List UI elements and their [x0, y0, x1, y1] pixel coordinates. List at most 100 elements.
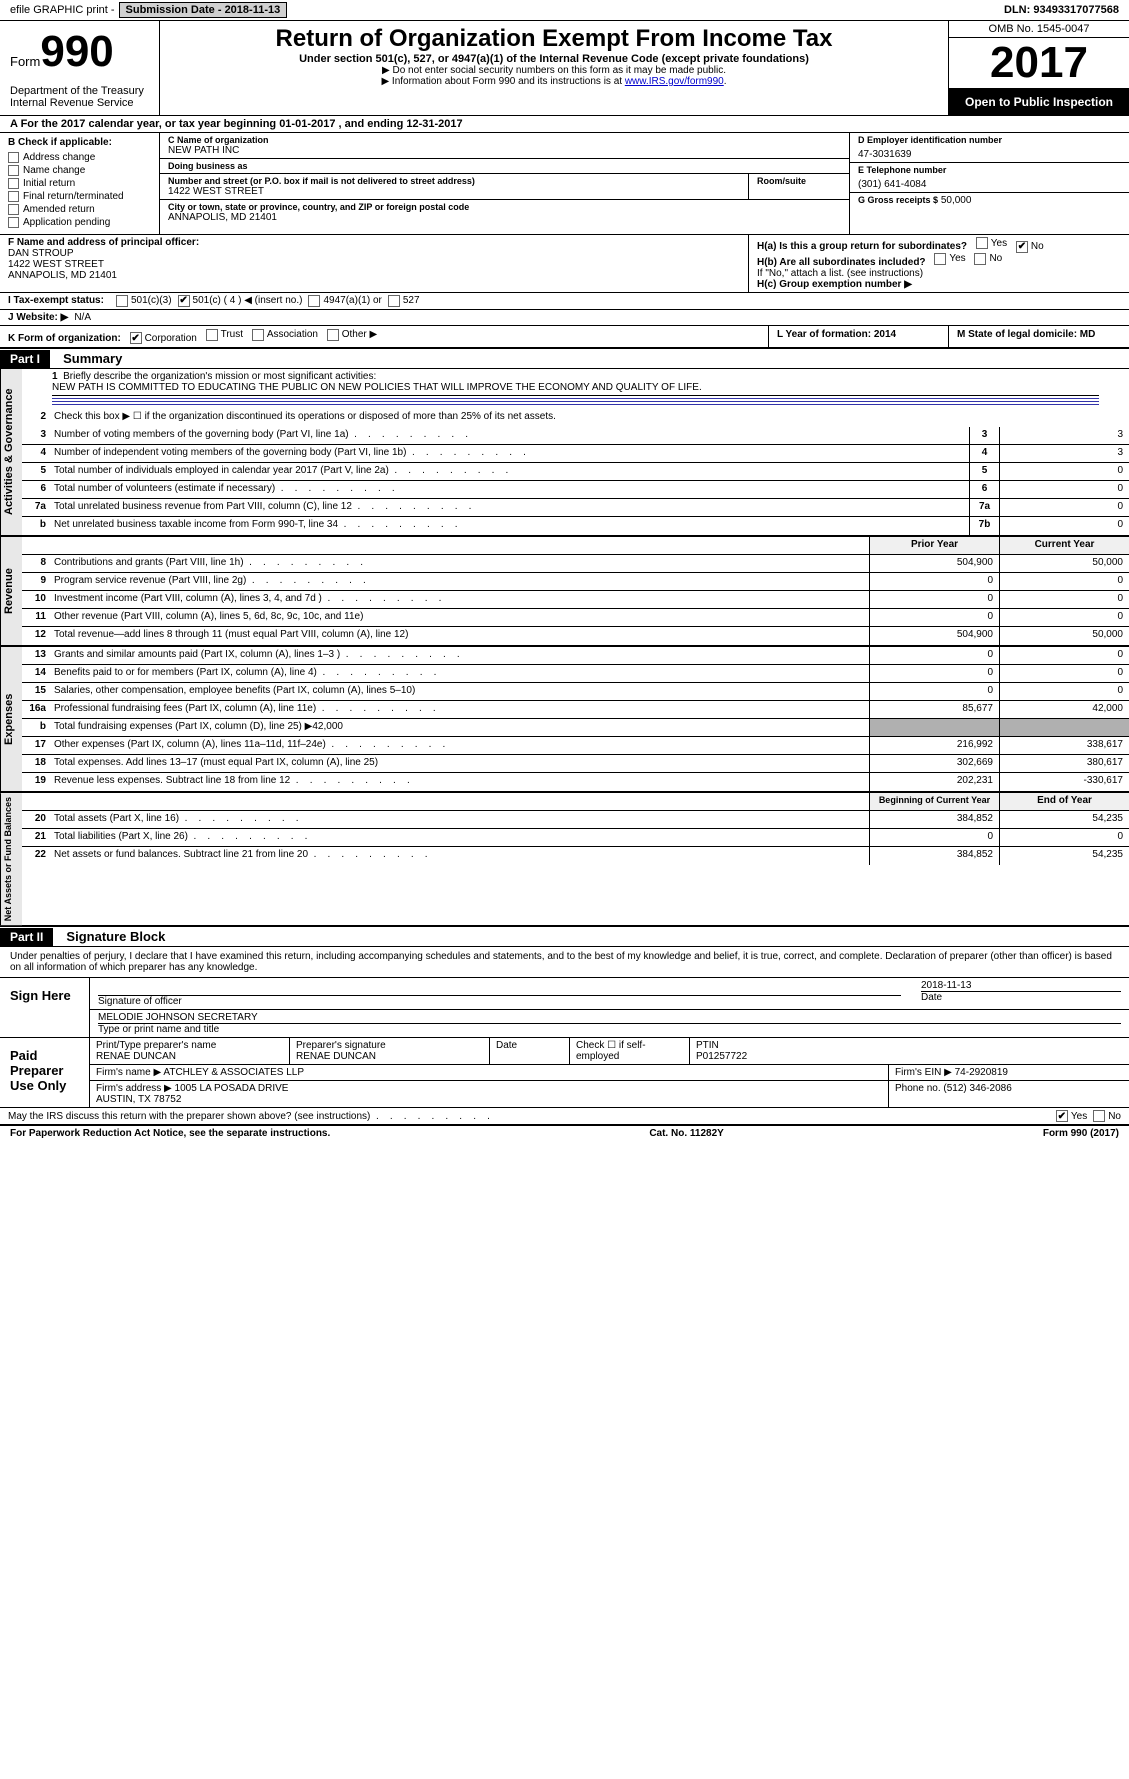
paid-preparer-label: Paid Preparer Use Only — [0, 1038, 90, 1107]
box-c-name: C Name of organization NEW PATH INC — [160, 133, 849, 159]
prep-name-label: Print/Type preparer's name — [96, 1040, 283, 1051]
box-c-address-row: Number and street (or P.O. box if mail i… — [160, 174, 849, 200]
firm-phone: (512) 346-2086 — [943, 1083, 1011, 1094]
prep-sig-label: Preparer's signature — [296, 1040, 483, 1051]
cb-address-change[interactable] — [8, 152, 19, 163]
type-title-label: Type or print name and title — [98, 1024, 1121, 1035]
vtab-rev: Revenue — [0, 537, 22, 645]
line-3: Number of voting members of the governin… — [50, 427, 969, 444]
part2-title: Signature Block — [56, 927, 175, 946]
hb-yes[interactable] — [934, 253, 946, 265]
box-h: H(a) Is this a group return for subordin… — [749, 235, 1129, 292]
ha-no[interactable]: ✔ — [1016, 241, 1028, 253]
entity-grid: B Check if applicable: Address change Na… — [0, 133, 1129, 235]
form-number: Form990 — [10, 27, 149, 77]
row-i-tax-exempt: I Tax-exempt status: 501(c)(3) ✔501(c) (… — [0, 293, 1129, 310]
cb-final-return[interactable] — [8, 191, 19, 202]
ha-label: H(a) Is this a group return for subordin… — [757, 241, 967, 252]
line-22: Net assets or fund balances. Subtract li… — [50, 847, 869, 865]
box-f-officer: F Name and address of principal officer:… — [0, 235, 749, 292]
page-footer: For Paperwork Reduction Act Notice, see … — [0, 1125, 1129, 1141]
line-12: Total revenue—add lines 8 through 11 (mu… — [50, 627, 869, 645]
ha-yes[interactable] — [976, 237, 988, 249]
line-4: Number of independent voting members of … — [50, 445, 969, 462]
line-5: Total number of individuals employed in … — [50, 463, 969, 480]
part1-header-row: Part I Summary — [0, 349, 1129, 369]
form990-link[interactable]: www.IRS.gov/form990 — [625, 76, 724, 87]
cb-name-change[interactable] — [8, 165, 19, 176]
self-employed-check[interactable]: Check ☐ if self-employed — [570, 1038, 690, 1064]
cb-trust[interactable] — [206, 329, 218, 341]
firm-name-label: Firm's name ▶ — [96, 1067, 161, 1078]
form-header: Form990 Department of the Treasury Inter… — [0, 21, 1129, 116]
sig-date-label: Date — [921, 992, 1121, 1003]
prep-name: RENAE DUNCAN — [96, 1051, 283, 1062]
firm-phone-label: Phone no. — [895, 1083, 941, 1094]
part2-header-row: Part II Signature Block — [0, 927, 1129, 947]
sig-date-value: 2018-11-13 — [921, 980, 1121, 992]
cb-corp[interactable]: ✔ — [130, 332, 142, 344]
hdr-prior: Prior Year — [869, 537, 999, 554]
top-bar: efile GRAPHIC print - Submission Date - … — [0, 0, 1129, 21]
line-17: Other expenses (Part IX, column (A), lin… — [50, 737, 869, 754]
line-9: Program service revenue (Part VIII, line… — [50, 573, 869, 590]
perjury-text: Under penalties of perjury, I declare th… — [0, 947, 1129, 978]
submission-date-btn[interactable]: Submission Date - 2018-11-13 — [119, 2, 288, 18]
officer-signature-line[interactable] — [98, 980, 901, 996]
signature-block: Under penalties of perjury, I declare th… — [0, 947, 1129, 1125]
cb-501c3[interactable] — [116, 295, 128, 307]
hdr-current: Current Year — [999, 537, 1129, 554]
cb-527[interactable] — [388, 295, 400, 307]
part1-label: Part I — [0, 350, 50, 368]
line-7b: Net unrelated business taxable income fr… — [50, 517, 969, 535]
cb-501c[interactable]: ✔ — [178, 295, 190, 307]
prep-sig: RENAE DUNCAN — [296, 1051, 483, 1062]
box-d-ein: D Employer identification number 47-3031… — [850, 133, 1129, 163]
box-b: B Check if applicable: Address change Na… — [0, 133, 160, 234]
form-title: Return of Organization Exempt From Incom… — [170, 25, 938, 53]
ptin-label: PTIN — [696, 1040, 1123, 1051]
firm-ein-label: Firm's EIN ▶ — [895, 1067, 952, 1078]
efile-label: efile GRAPHIC print - — [10, 4, 115, 16]
row-j-website: J Website: ▶ N/A — [0, 310, 1129, 326]
line-18: Total expenses. Add lines 13–17 (must eq… — [50, 755, 869, 772]
section-net-assets: Net Assets or Fund Balances Beginning of… — [0, 793, 1129, 927]
box-b-header: B Check if applicable: — [8, 137, 151, 148]
row-f-h: F Name and address of principal officer:… — [0, 235, 1129, 293]
ptin-value: P01257722 — [696, 1051, 1123, 1062]
line-6: Total number of volunteers (estimate if … — [50, 481, 969, 498]
part2-label: Part II — [0, 928, 53, 946]
line-20: Total assets (Part X, line 16) — [50, 811, 869, 828]
box-l-year: L Year of formation: 2014 — [769, 326, 949, 348]
prep-date-label: Date — [496, 1040, 563, 1051]
irs-discuss-no[interactable] — [1093, 1110, 1105, 1122]
line-19: Revenue less expenses. Subtract line 18 … — [50, 773, 869, 791]
cb-amended[interactable] — [8, 204, 19, 215]
hb-no[interactable] — [974, 253, 986, 265]
line-7a: Total unrelated business revenue from Pa… — [50, 499, 969, 516]
line-10: Investment income (Part VIII, column (A)… — [50, 591, 869, 608]
cb-other[interactable] — [327, 329, 339, 341]
box-m-state: M State of legal domicile: MD — [949, 326, 1129, 348]
line-16a: Professional fundraising fees (Part IX, … — [50, 701, 869, 718]
officer-name: MELODIE JOHNSON SECRETARY — [98, 1012, 1121, 1024]
hb-note: If "No," attach a list. (see instruction… — [757, 268, 1121, 279]
dept-label: Department of the Treasury Internal Reve… — [10, 85, 149, 109]
part1-title: Summary — [53, 349, 132, 368]
line-13: Grants and similar amounts paid (Part IX… — [50, 647, 869, 664]
cb-initial-return[interactable] — [8, 178, 19, 189]
omb-number: OMB No. 1545-0047 — [949, 21, 1129, 38]
section-activities-governance: Activities & Governance 1 Briefly descri… — [0, 369, 1129, 537]
line-21: Total liabilities (Part X, line 26) — [50, 829, 869, 846]
vtab-ag: Activities & Governance — [0, 369, 22, 535]
line-8: Contributions and grants (Part VIII, lin… — [50, 555, 869, 572]
cb-assoc[interactable] — [252, 329, 264, 341]
cb-app-pending[interactable] — [8, 217, 19, 228]
cb-4947[interactable] — [308, 295, 320, 307]
hdr-end: End of Year — [999, 793, 1129, 810]
irs-discuss-yes[interactable]: ✔ — [1056, 1110, 1068, 1122]
note-ssn: ▶ Do not enter social security numbers o… — [170, 65, 938, 76]
line-11: Other revenue (Part VIII, column (A), li… — [50, 609, 869, 626]
vtab-exp: Expenses — [0, 647, 22, 791]
line-2: Check this box ▶ ☐ if the organization d… — [50, 409, 1129, 427]
